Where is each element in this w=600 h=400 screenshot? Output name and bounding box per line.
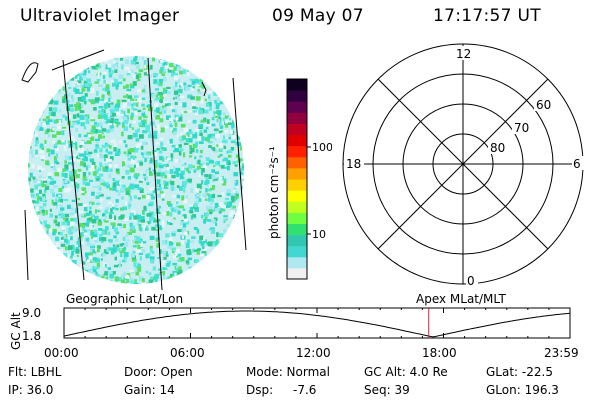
colorbar-segment	[287, 156, 307, 169]
colorbar-segment	[287, 90, 307, 102]
timeline-x-tick: 18:00	[422, 346, 457, 360]
colorbar-tick: 100	[312, 141, 332, 154]
timeline-y-tick: 9.0	[22, 306, 41, 320]
door-readout: Door: Open	[124, 365, 193, 379]
colorbar-segment	[287, 267, 307, 280]
ip-readout: IP: 36.0	[8, 383, 54, 397]
colorbar-segment	[287, 134, 307, 147]
colorbar-segment	[287, 145, 307, 158]
polar-label-bottom: 0	[467, 274, 475, 288]
seq-readout: Seq: 39	[364, 383, 410, 397]
uv-image-panel	[21, 49, 247, 291]
timeline-left-label: Geographic Lat/Lon	[66, 292, 184, 306]
colorbar-segment	[287, 201, 307, 213]
colorbar-segment	[287, 223, 307, 236]
colorbar-segment	[287, 212, 307, 224]
coastline	[51, 49, 105, 71]
polar-plot: 12 18 6 0 60 70 80	[342, 43, 584, 288]
colorbar-segment	[287, 245, 307, 258]
colorbar-segment	[287, 256, 307, 269]
gc-alt-readout: GC Alt: 4.0 Re	[364, 365, 448, 379]
lat-label: 80	[490, 141, 505, 155]
timeline-x-tick: 00:00	[44, 346, 79, 360]
glat-readout: GLat: -22.5	[486, 365, 553, 379]
polar-label-right: 6	[573, 157, 581, 171]
colorbar-unit-label: photon cm⁻²s⁻¹	[267, 146, 281, 239]
dsp-label: Dsp:	[246, 383, 274, 397]
timeline-y-title: GC Alt	[9, 312, 23, 350]
colorbar: 100 10 photon cm⁻²s⁻¹	[267, 78, 332, 280]
colorbar-segment	[287, 167, 307, 180]
timeline-x-tick: 12:00	[296, 346, 331, 360]
colorbar-segment	[287, 234, 307, 247]
timeline-right-label: Apex MLat/MLT	[416, 292, 506, 306]
colorbar-tick: 10	[312, 228, 326, 241]
colorbar-segment	[287, 112, 307, 124]
meridian-line	[232, 77, 247, 251]
colorbar-segment	[287, 179, 307, 191]
gain-readout: Gain: 14	[124, 383, 175, 397]
timeline-y-tick: 1.8	[22, 329, 41, 343]
colorbar-segment	[287, 190, 307, 202]
time-label: 17:17:57 UT	[433, 6, 541, 26]
lat-label: 70	[514, 121, 529, 135]
mode-readout: Mode: Normal	[246, 365, 330, 379]
altitude-curve	[63, 310, 571, 338]
filter-readout: Flt: LBHL	[8, 365, 62, 379]
polar-label-left: 18	[346, 157, 361, 171]
meridian-line	[147, 57, 163, 291]
coastline	[201, 81, 207, 97]
meridian-line	[62, 59, 85, 281]
date-label: 09 May 07	[272, 6, 364, 26]
glon-readout: GLon: 196.3	[486, 383, 559, 397]
timeline-x-tick: 06:00	[170, 346, 205, 360]
meridian-line	[24, 209, 29, 281]
polar-label-top: 12	[456, 47, 471, 61]
uv-disk-image	[28, 56, 244, 284]
instrument-title: Ultraviolet Imager	[20, 6, 180, 26]
timeline-plot: GC Alt 9.0 1.8	[9, 306, 571, 350]
coastline	[21, 62, 39, 83]
dsp-value: -7.6	[293, 383, 317, 397]
colorbar-segment	[287, 123, 307, 136]
timeline-x-tick: 23:59	[544, 346, 579, 360]
colorbar-segment	[287, 79, 307, 91]
colorbar-segment	[287, 101, 307, 113]
lat-label: 60	[536, 98, 551, 112]
